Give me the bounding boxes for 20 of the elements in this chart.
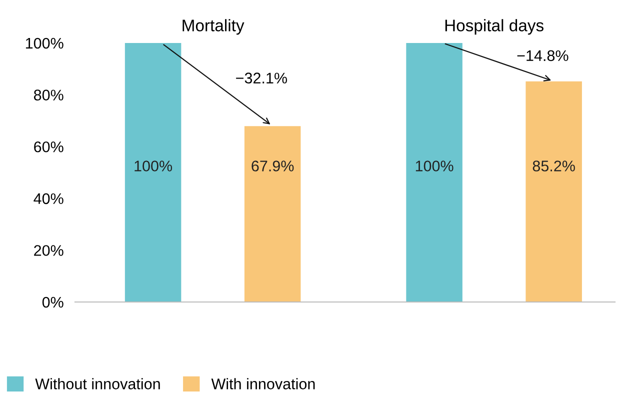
annotation: −32.1% <box>236 72 288 84</box>
bar <box>124 43 182 302</box>
bar <box>526 81 582 302</box>
y-tick-label: 0% <box>42 296 64 308</box>
data-label: 85.2% <box>532 160 575 172</box>
y-tick-label: 60% <box>34 141 64 152</box>
bar <box>406 43 462 302</box>
bar <box>244 126 301 302</box>
annotation: −14.8% <box>517 50 568 62</box>
y-tick-label: 80% <box>34 90 64 100</box>
x-tick-label: Hospital days <box>445 19 544 35</box>
x-tick-label: Mortality <box>182 19 244 35</box>
data-label: 100% <box>134 160 172 172</box>
legend-label: With innovation <box>211 378 315 390</box>
data-label: 67.9% <box>252 160 294 172</box>
y-tick-label: 40% <box>34 193 64 204</box>
y-tick-label: 20% <box>34 245 64 256</box>
data-label: 100% <box>416 160 454 172</box>
legend-label: Without innovation <box>35 378 160 390</box>
y-tick-label: 100% <box>26 38 64 49</box>
